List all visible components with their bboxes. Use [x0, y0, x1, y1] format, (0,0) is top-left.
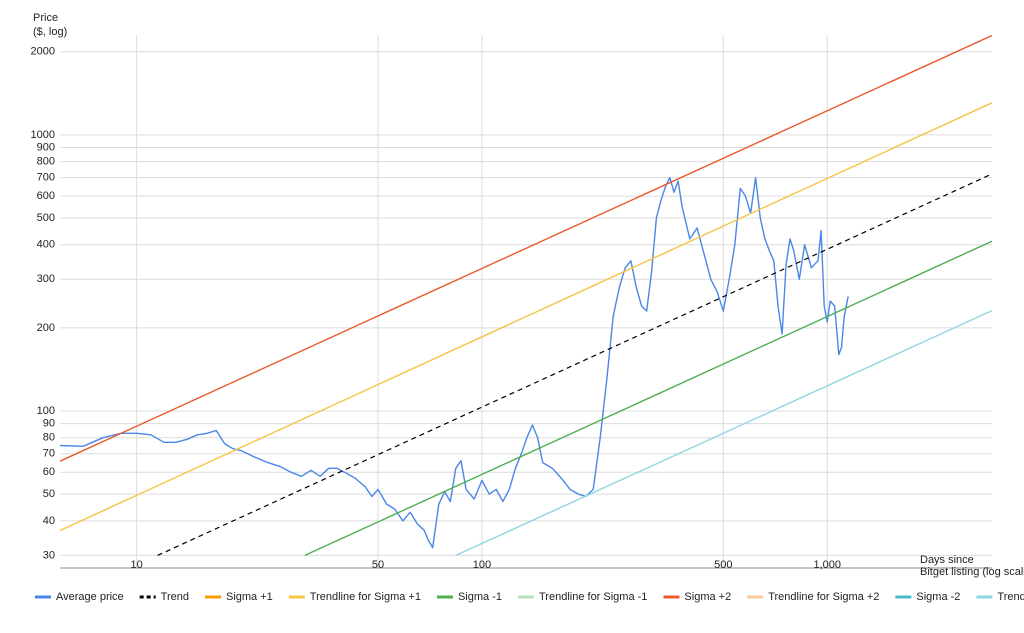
- y-tick-label: 600: [37, 190, 55, 202]
- x-axis-title: Bitget listing (log scale): [920, 566, 1024, 578]
- legend-label: Sigma -2: [916, 591, 960, 603]
- x-tick-label: 100: [473, 559, 491, 571]
- y-tick-label: 2000: [31, 46, 55, 58]
- y-tick-label: 400: [37, 239, 55, 251]
- y-tick-label: 30: [43, 549, 55, 561]
- series-line: [304, 240, 992, 557]
- legend-label: Trend: [161, 591, 189, 603]
- y-axis-title: ($, log): [33, 26, 67, 38]
- y-tick-label: 70: [43, 448, 55, 460]
- legend-label: Trendline for Sigma +2: [768, 591, 879, 603]
- y-tick-label: 800: [37, 156, 55, 168]
- legend: Average price Trend Sigma +1 Trendline for …: [35, 591, 1024, 603]
- x-tick-label: 500: [714, 559, 732, 571]
- y-tick-label: 200: [37, 322, 55, 334]
- legend-label: Average price: [56, 591, 124, 603]
- grid: [60, 35, 992, 569]
- series-line: [455, 309, 992, 557]
- y-tick-label: 900: [37, 141, 55, 153]
- legend-label: Sigma +2: [684, 591, 731, 603]
- y-tick-label: 80: [43, 432, 55, 444]
- x-tick-label: 1,000: [813, 559, 841, 571]
- legend-label: Trendline for Sigma -2: [997, 591, 1024, 603]
- y-tick-label: 300: [37, 273, 55, 285]
- x-tick-label: 50: [372, 559, 384, 571]
- legend-label: Sigma +1: [226, 591, 273, 603]
- labels: 3040506070809010020030040050060070080090…: [31, 12, 1024, 578]
- legend-label: Trendline for Sigma -1: [539, 591, 647, 603]
- series-line: [60, 176, 849, 549]
- legend-label: Sigma -1: [458, 591, 502, 603]
- y-tick-label: 700: [37, 172, 55, 184]
- series-line: [60, 35, 992, 462]
- series-line: [60, 102, 992, 532]
- y-tick-label: 90: [43, 418, 55, 430]
- y-tick-label: 1000: [31, 129, 55, 141]
- y-tick-label: 60: [43, 466, 55, 478]
- legend-label: Trendline for Sigma +1: [310, 591, 421, 603]
- y-tick-label: 50: [43, 488, 55, 500]
- y-tick-label: 40: [43, 515, 55, 527]
- y-tick-label: 100: [37, 405, 55, 417]
- plot-area: [60, 35, 992, 557]
- x-axis-title: Days since: [920, 554, 974, 566]
- y-tick-label: 500: [37, 212, 55, 224]
- y-axis-title: Price: [33, 12, 58, 24]
- x-tick-label: 10: [130, 559, 142, 571]
